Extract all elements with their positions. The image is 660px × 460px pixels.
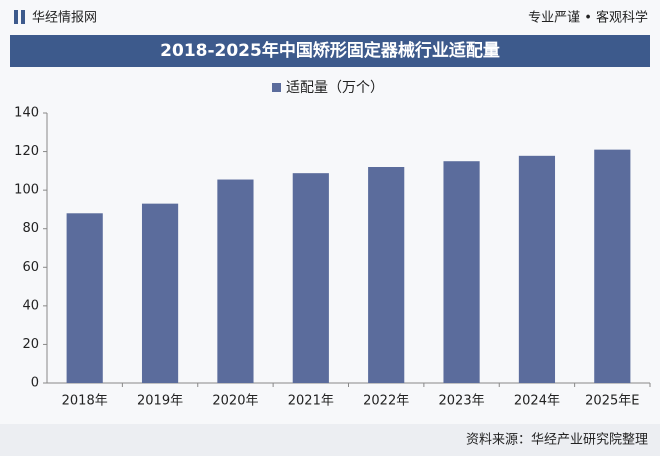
x-tick-label: 2021年 bbox=[288, 394, 334, 409]
y-tick-label: 100 bbox=[14, 183, 39, 198]
x-tick-label: 2018年 bbox=[62, 394, 108, 409]
logo-mark bbox=[21, 10, 25, 24]
y-tick-label: 40 bbox=[22, 298, 39, 313]
bar bbox=[443, 161, 480, 383]
bar bbox=[368, 167, 405, 383]
logo-mark bbox=[14, 10, 18, 24]
brand: 华经情报网 bbox=[32, 11, 97, 26]
legend-swatch bbox=[272, 83, 281, 92]
chart-title: 2018-2025年中国矫形固定器械行业适配量 bbox=[160, 40, 500, 61]
bar bbox=[141, 203, 179, 383]
y-tick-label: 80 bbox=[22, 221, 39, 236]
x-tick-label: 2024年 bbox=[514, 394, 560, 409]
x-tick-label: 2025年E bbox=[585, 394, 639, 409]
x-tick-label: 2020年 bbox=[212, 394, 258, 409]
bar bbox=[292, 173, 329, 383]
bar bbox=[594, 149, 631, 383]
y-tick-label: 20 bbox=[22, 337, 39, 352]
y-tick-label: 0 bbox=[31, 376, 39, 391]
title-band bbox=[10, 35, 650, 67]
x-tick-label: 2022年 bbox=[363, 394, 409, 409]
x-tick-label: 2023年 bbox=[439, 394, 485, 409]
slogan: 专业严谨 • 客观科学 bbox=[528, 10, 648, 26]
footer-band bbox=[0, 424, 660, 456]
y-tick-label: 120 bbox=[14, 144, 39, 159]
legend-label: 适配量（万个） bbox=[286, 80, 384, 96]
bar bbox=[217, 179, 254, 383]
source: 资料来源：华经产业研究院整理 bbox=[466, 433, 648, 448]
x-tick-label: 2019年 bbox=[137, 394, 183, 409]
bar bbox=[518, 155, 556, 383]
y-tick-label: 140 bbox=[14, 106, 39, 121]
bar bbox=[66, 213, 103, 383]
y-tick-label: 60 bbox=[22, 260, 39, 275]
